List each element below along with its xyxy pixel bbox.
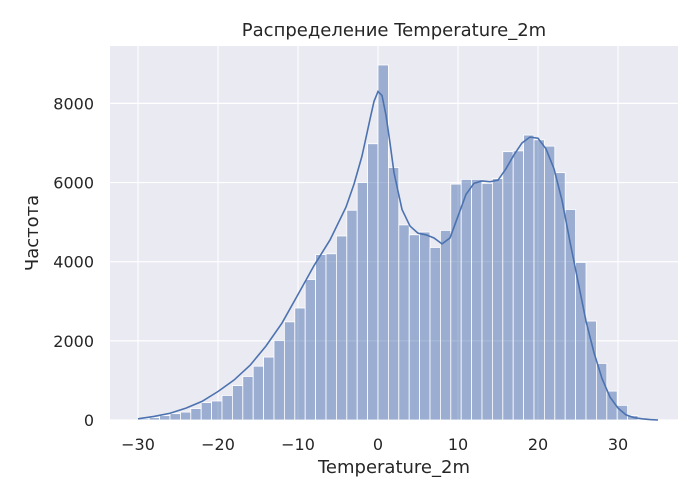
histogram-bar	[439, 230, 452, 421]
histogram-bar	[419, 231, 431, 421]
x-axis-title: Temperature_2m	[317, 457, 470, 478]
histogram-bar	[460, 178, 473, 421]
x-tick-label: 20	[528, 435, 548, 454]
histogram-bar	[533, 139, 545, 421]
histogram-bar	[294, 307, 306, 421]
x-tick-label: 30	[608, 435, 628, 454]
histogram-bar	[512, 150, 525, 421]
histogram-bar	[429, 247, 441, 421]
histogram-bar	[283, 321, 296, 421]
histogram-bar	[481, 182, 493, 421]
histogram-bar	[575, 262, 587, 421]
histogram-bar	[398, 224, 410, 421]
histogram-bar	[471, 178, 483, 421]
histogram-bar	[585, 320, 597, 421]
y-tick-label: 4000	[53, 253, 94, 272]
histogram-bar	[408, 234, 421, 421]
x-tick-labels: −30 −20 −10 0 10 20 30	[121, 435, 628, 454]
histogram-bar	[242, 376, 254, 421]
y-tick-label: 2000	[53, 332, 94, 351]
x-tick-label: −20	[201, 435, 235, 454]
histogram-bar	[502, 151, 514, 421]
histogram-bar	[304, 279, 317, 421]
histogram-bar	[169, 413, 181, 421]
histogram-bar	[190, 408, 202, 421]
histogram-bar	[356, 182, 369, 421]
x-tick-label: −30	[121, 435, 155, 454]
histogram-bar	[367, 143, 379, 421]
histogram-bars	[138, 64, 639, 421]
histogram-bar	[211, 400, 223, 421]
histogram-bar	[335, 235, 348, 421]
histogram-bar	[231, 385, 244, 421]
histogram-bar	[200, 402, 212, 421]
chart-title: Распределение Temperature_2m	[242, 20, 546, 41]
x-tick-label: 10	[448, 435, 468, 454]
y-tick-label: 6000	[53, 174, 94, 193]
y-tick-labels: 0 2000 4000 6000 8000	[53, 94, 94, 430]
histogram-bar	[179, 411, 192, 421]
histogram-bar	[544, 145, 556, 421]
histogram-bar	[325, 253, 337, 421]
histogram-bar	[387, 167, 400, 421]
histogram-bar	[159, 415, 171, 421]
histogram-bar	[273, 340, 285, 421]
histogram-bar	[491, 178, 504, 421]
histogram-bar	[346, 209, 358, 421]
histogram-bar	[315, 254, 327, 421]
x-tick-label: 0	[373, 435, 383, 454]
histogram-bar	[221, 395, 233, 421]
x-tick-label: −10	[281, 435, 315, 454]
histogram-bar	[263, 356, 275, 421]
histogram-bar	[523, 134, 535, 421]
kde-curve	[137, 90, 659, 421]
histogram-bar	[252, 365, 264, 421]
y-tick-label: 0	[84, 411, 94, 430]
y-tick-label: 8000	[53, 94, 94, 113]
histogram-bar	[596, 363, 608, 421]
y-axis-title: Частота	[22, 195, 43, 271]
histogram-bar	[148, 417, 160, 421]
